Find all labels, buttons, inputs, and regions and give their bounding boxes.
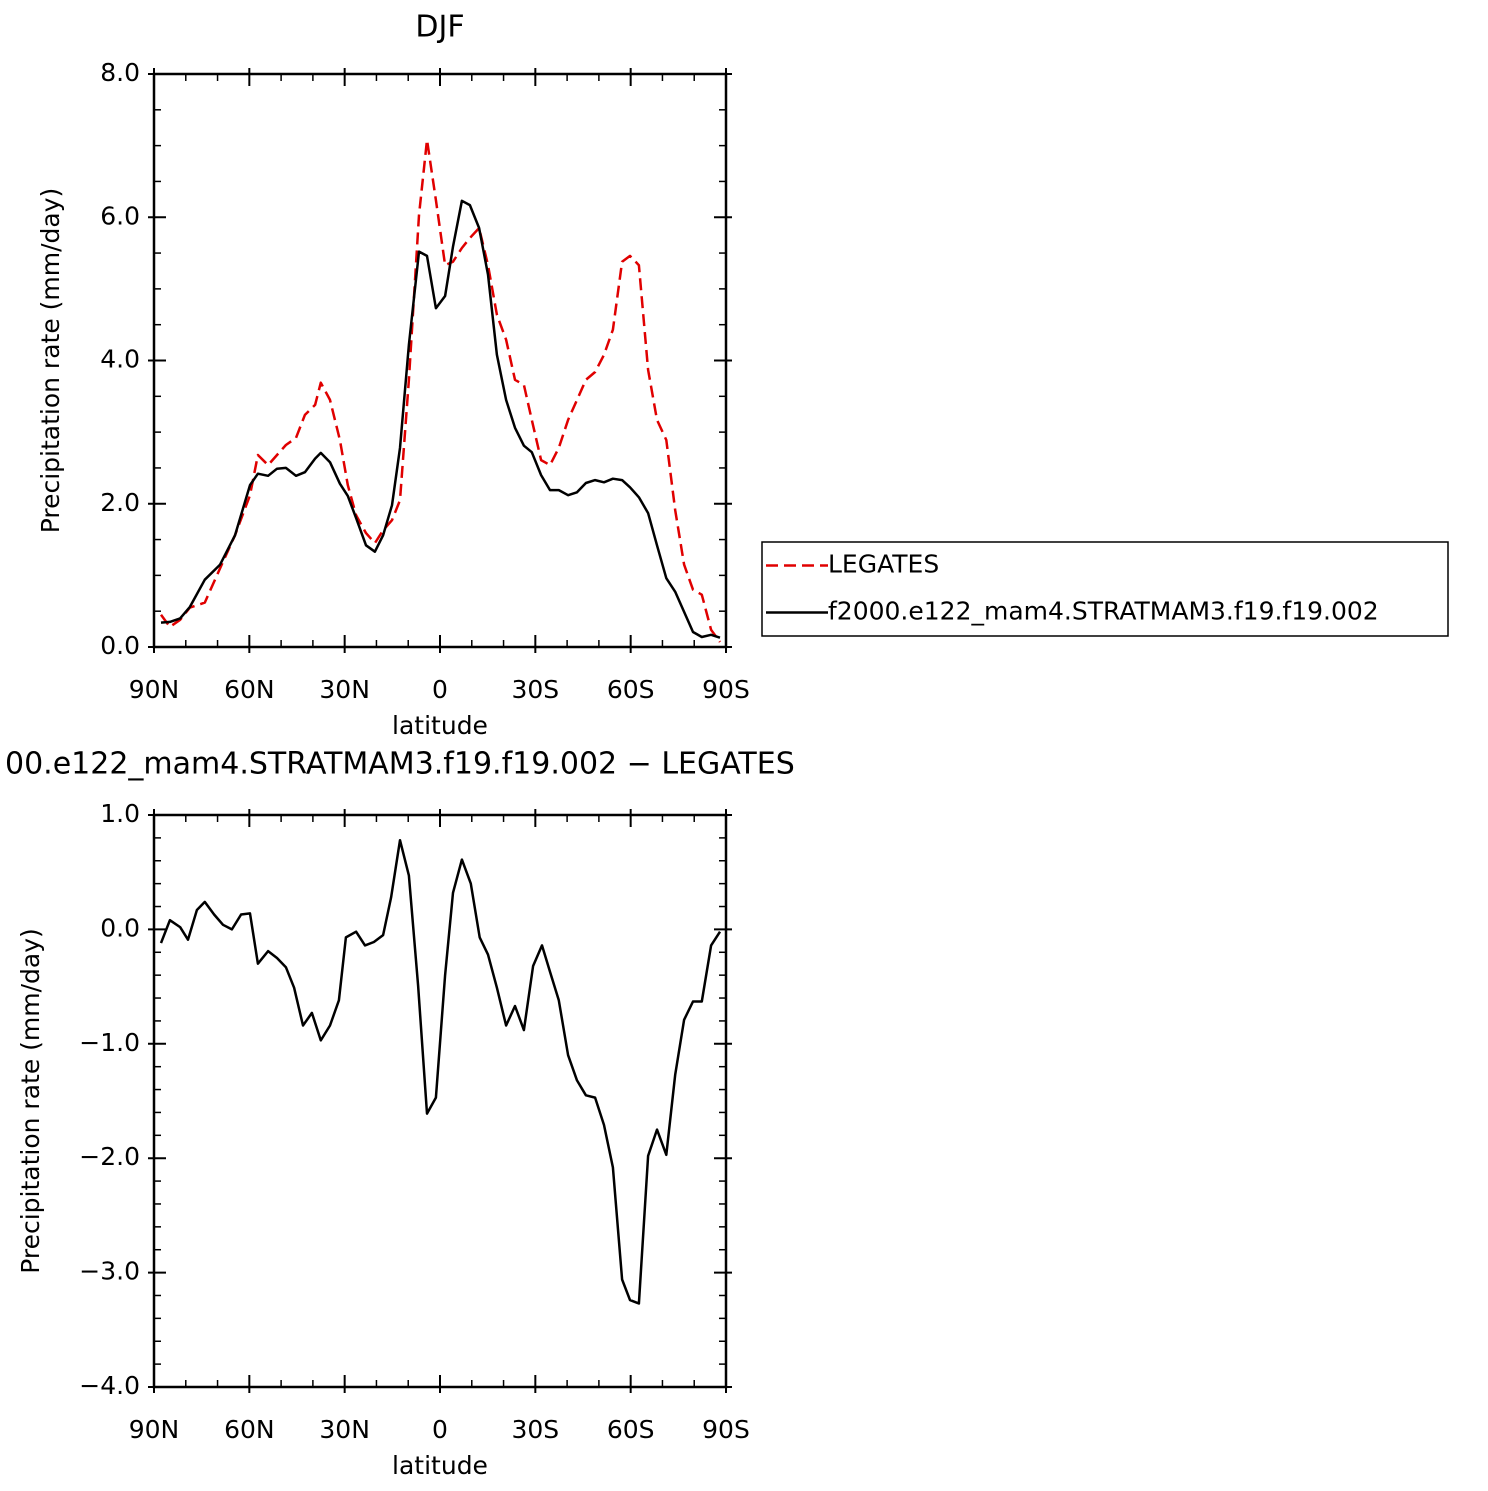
- y-tick-label: 0.0: [100, 913, 140, 942]
- x-tick-label: 30N: [319, 675, 370, 704]
- x-tick-label: 60S: [607, 675, 655, 704]
- x-tick-label: 0: [432, 1415, 448, 1444]
- y-tick-label: 4.0: [100, 345, 140, 374]
- series-line: [159, 838, 722, 1305]
- x-tick-label: 90S: [702, 1415, 750, 1444]
- x-tick-label: 60S: [607, 1415, 655, 1444]
- series-line: [159, 138, 722, 643]
- x-tick-label: 90N: [129, 675, 180, 704]
- x-tick-label: 30S: [511, 1415, 559, 1444]
- y-tick-label: 0.0: [100, 631, 140, 660]
- x-tick-label: 90N: [129, 1415, 180, 1444]
- x-tick-label: 60N: [224, 1415, 275, 1444]
- legend-box: [761, 541, 1449, 637]
- series-line: [160, 199, 721, 639]
- y-tick-label: 8.0: [100, 58, 140, 87]
- plot-frame: [152, 72, 728, 649]
- chart-title: DJF: [415, 10, 464, 45]
- legend-label: f2000.e122_mam4.STRATMAM3.f19.f19.002: [828, 597, 1379, 626]
- x-tick-label: 0: [432, 675, 448, 704]
- y-tick-label: −1.0: [79, 1028, 140, 1057]
- y-tick-label: 2.0: [100, 488, 140, 517]
- x-tick-label: 30N: [319, 1415, 370, 1444]
- y-tick-label: −4.0: [79, 1371, 140, 1400]
- chart-title: 00.e122_mam4.STRATMAM3.f19.f19.002 − LEG…: [5, 747, 795, 782]
- y-tick-label: 1.0: [100, 799, 140, 828]
- x-axis-label: latitude: [392, 1451, 488, 1480]
- y-tick-label: −2.0: [79, 1142, 140, 1171]
- x-tick-label: 30S: [511, 675, 559, 704]
- x-tick-label: 90S: [702, 675, 750, 704]
- plot-frame: [152, 813, 728, 1389]
- legend-label: LEGATES: [828, 550, 939, 579]
- y-tick-label: −3.0: [79, 1257, 140, 1286]
- y-tick-label: 6.0: [100, 201, 140, 230]
- y-axis-label: Precipitation rate (mm/day): [36, 188, 65, 534]
- x-axis-label: latitude: [392, 711, 488, 740]
- y-axis-label: Precipitation rate (mm/day): [16, 928, 45, 1274]
- x-tick-label: 60N: [224, 675, 275, 704]
